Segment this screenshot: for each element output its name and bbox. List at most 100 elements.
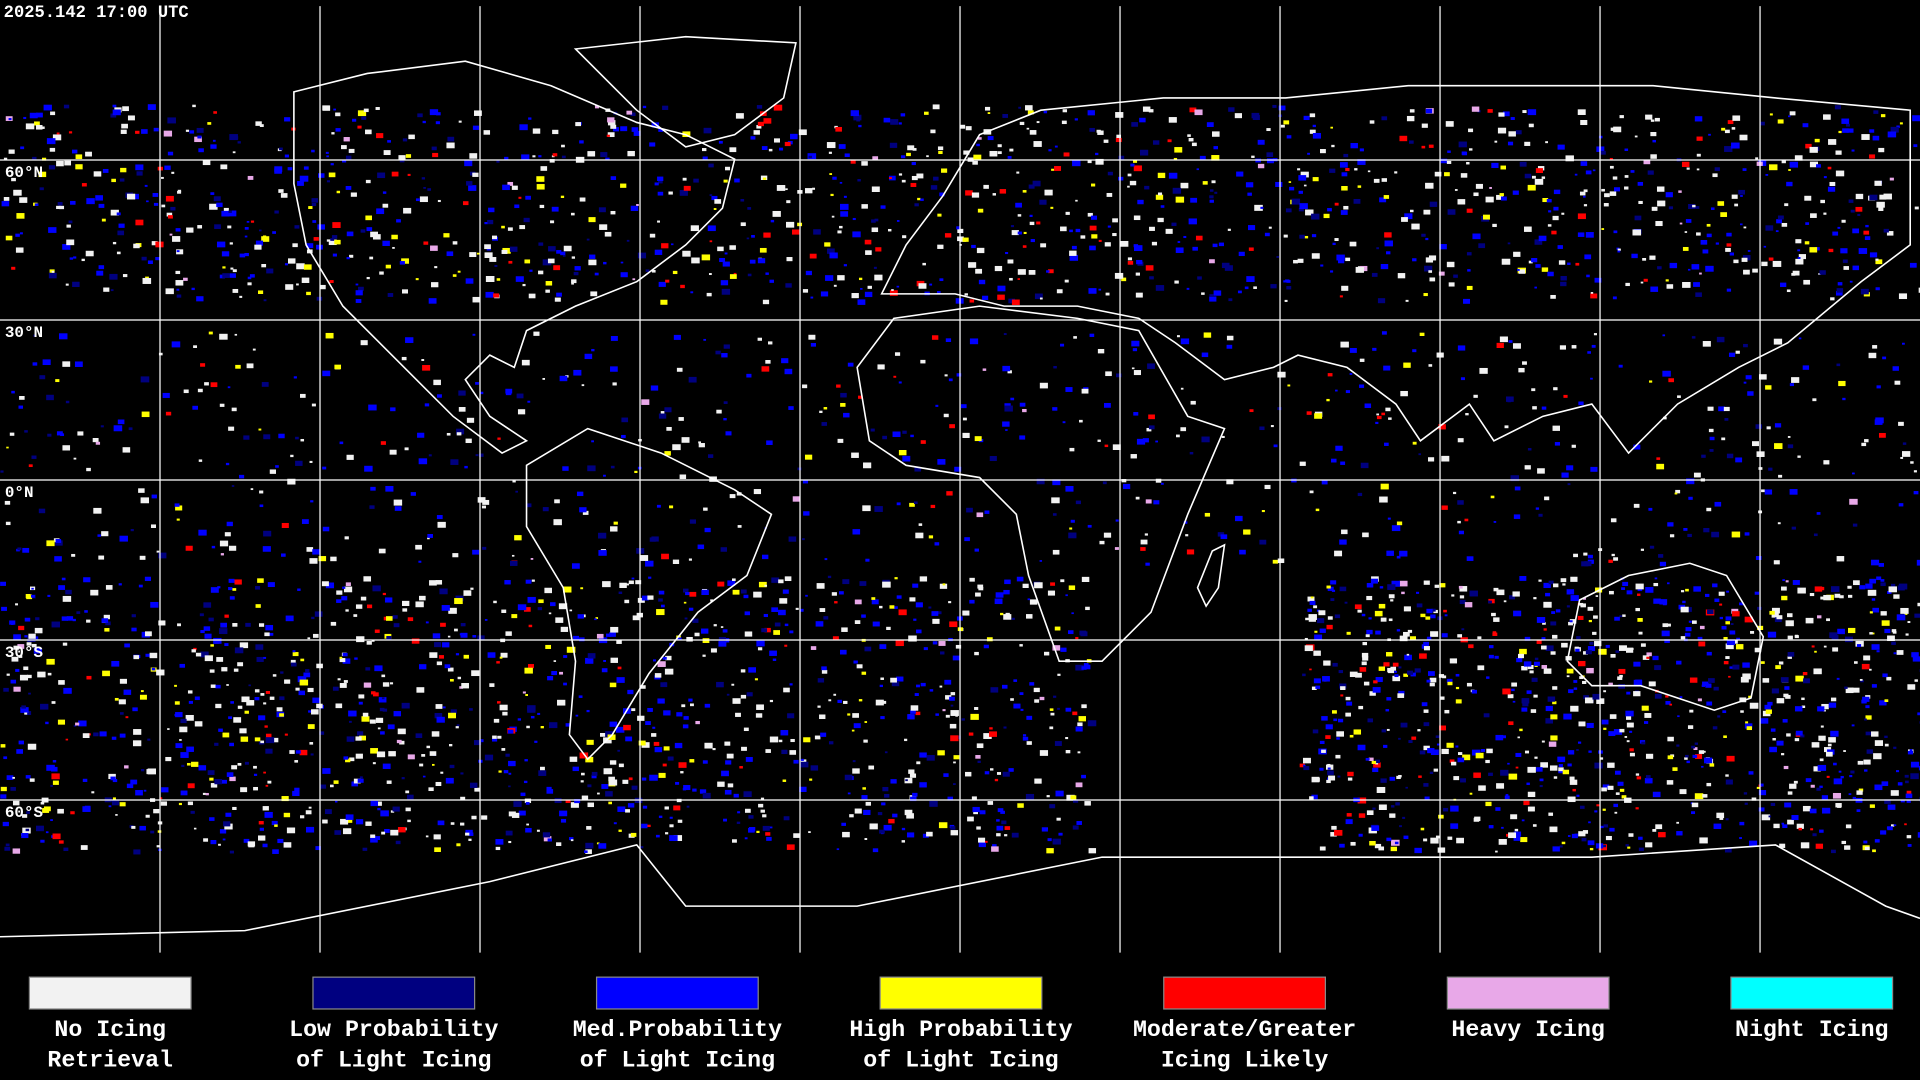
icing-pixel bbox=[1794, 706, 1803, 712]
icing-pixel bbox=[918, 523, 923, 526]
icing-pixel bbox=[366, 604, 373, 609]
icing-pixel bbox=[1758, 790, 1767, 796]
icing-pixel bbox=[587, 784, 592, 788]
icing-pixel bbox=[1340, 694, 1344, 697]
icing-pixel bbox=[1575, 648, 1580, 652]
icing-pixel bbox=[1389, 813, 1396, 818]
icing-pixel bbox=[1127, 260, 1134, 265]
icing-pixel bbox=[1588, 750, 1592, 753]
icing-pixel bbox=[408, 134, 415, 140]
icing-pixel bbox=[1668, 206, 1674, 210]
icing-pixel bbox=[627, 803, 635, 808]
icing-pixel bbox=[1421, 233, 1426, 237]
icing-pixel bbox=[1091, 183, 1096, 187]
icing-pixel bbox=[565, 799, 571, 804]
icing-pixel bbox=[1317, 618, 1325, 624]
icing-pixel bbox=[766, 836, 772, 841]
icing-pixel bbox=[1730, 623, 1734, 625]
icing-pixel bbox=[1624, 186, 1629, 190]
icing-pixel bbox=[405, 154, 412, 158]
icing-pixel bbox=[1311, 776, 1320, 783]
icing-pixel bbox=[559, 671, 564, 675]
icing-pixel bbox=[1619, 674, 1623, 678]
icing-pixel bbox=[1894, 380, 1901, 385]
icing-pixel bbox=[637, 597, 645, 603]
icing-pixel bbox=[919, 782, 927, 788]
icing-pixel bbox=[1466, 208, 1473, 213]
icing-pixel bbox=[1884, 699, 1889, 702]
icing-pixel bbox=[179, 739, 182, 741]
icing-pixel bbox=[1678, 190, 1682, 193]
icing-pixel bbox=[1742, 673, 1751, 680]
icing-pixel bbox=[322, 466, 327, 470]
icing-pixel bbox=[460, 772, 464, 775]
icing-pixel bbox=[1635, 607, 1640, 612]
icing-pixel bbox=[1852, 265, 1860, 271]
icing-pixel bbox=[427, 188, 432, 191]
icing-pixel bbox=[153, 127, 159, 132]
icing-pixel bbox=[1405, 786, 1408, 789]
icing-pixel bbox=[524, 259, 531, 264]
icing-pixel bbox=[729, 245, 736, 250]
icing-pixel bbox=[1696, 232, 1701, 236]
icing-pixel bbox=[1022, 734, 1027, 737]
icing-pixel bbox=[1914, 613, 1920, 618]
icing-pixel bbox=[1017, 803, 1024, 808]
icing-pixel bbox=[1471, 106, 1480, 112]
icing-pixel bbox=[762, 299, 770, 305]
icing-pixel bbox=[956, 373, 962, 377]
icing-pixel bbox=[361, 716, 370, 722]
icing-pixel bbox=[355, 290, 363, 296]
icing-pixel bbox=[610, 366, 618, 372]
icing-pixel bbox=[1325, 735, 1331, 739]
icing-pixel bbox=[889, 605, 895, 609]
icing-pixel bbox=[55, 539, 62, 543]
icing-pixel bbox=[1832, 647, 1839, 652]
icing-pixel bbox=[821, 666, 827, 671]
icing-pixel bbox=[1837, 226, 1841, 229]
icing-pixel bbox=[536, 176, 545, 182]
icing-pixel bbox=[1026, 741, 1032, 745]
icing-pixel bbox=[186, 746, 194, 752]
icing-pixel bbox=[1910, 761, 1920, 768]
icing-pixel bbox=[773, 104, 783, 111]
icing-pixel bbox=[1567, 763, 1572, 767]
icing-pixel bbox=[239, 253, 246, 258]
icing-pixel bbox=[1298, 190, 1303, 194]
icing-pixel bbox=[1842, 259, 1848, 263]
icing-pixel bbox=[1570, 705, 1579, 712]
latitude-label: 30°S bbox=[5, 644, 44, 662]
icing-pixel bbox=[47, 433, 52, 437]
icing-pixel bbox=[571, 279, 577, 284]
icing-pixel bbox=[729, 274, 737, 279]
icing-pixel bbox=[1640, 643, 1646, 647]
icing-pixel bbox=[1865, 224, 1869, 228]
icing-pixel bbox=[1105, 371, 1112, 377]
icing-pixel bbox=[1685, 754, 1689, 758]
icing-pixel bbox=[498, 770, 502, 773]
icing-pixel bbox=[580, 587, 584, 590]
icing-pixel bbox=[360, 229, 366, 233]
icing-pixel bbox=[1527, 806, 1535, 812]
icing-pixel bbox=[1203, 332, 1212, 338]
icing-pixel bbox=[1828, 248, 1834, 253]
icing-pixel bbox=[1590, 466, 1598, 472]
icing-pixel bbox=[891, 289, 894, 291]
icing-pixel bbox=[1823, 212, 1827, 215]
icing-pixel bbox=[709, 194, 713, 197]
icing-pixel bbox=[1007, 156, 1012, 159]
icing-pixel bbox=[1644, 713, 1652, 718]
icing-pixel bbox=[1773, 823, 1780, 829]
icing-pixel bbox=[339, 656, 343, 659]
icing-pixel bbox=[1761, 489, 1765, 493]
icing-pixel bbox=[540, 166, 548, 171]
icing-pixel bbox=[297, 676, 307, 683]
icing-pixel bbox=[1812, 833, 1817, 837]
icing-pixel bbox=[1455, 673, 1460, 677]
icing-pixel bbox=[342, 652, 348, 657]
icing-pixel bbox=[355, 299, 362, 303]
icing-pixel bbox=[550, 220, 555, 224]
icing-pixel bbox=[942, 583, 946, 586]
icing-pixel bbox=[177, 190, 182, 194]
icing-pixel bbox=[1830, 730, 1839, 737]
